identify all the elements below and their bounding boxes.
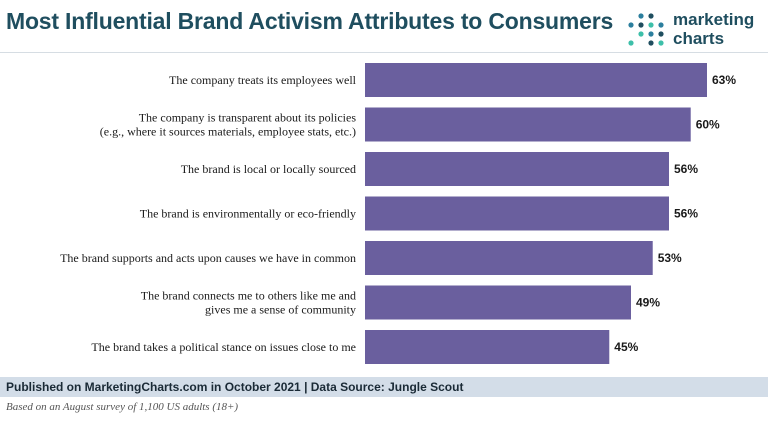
category-label: The company is transparent about its pol…	[139, 111, 357, 125]
logo-dot	[638, 13, 644, 19]
bar-chart: 63% The company treats its employees well…	[60, 63, 736, 364]
survey-note: Based on an August survey of 1,100 US ad…	[6, 401, 239, 413]
logo-dot	[658, 22, 664, 28]
logo-dot	[658, 31, 664, 37]
category-label: The brand connects me to others like me …	[141, 289, 356, 303]
bar	[365, 63, 707, 97]
value-label: 60%	[696, 118, 720, 132]
logo-dots-icon	[628, 13, 664, 46]
bar	[365, 107, 691, 142]
title-divider	[0, 52, 768, 53]
source-bar: Published on MarketingCharts.com in Octo…	[0, 377, 768, 397]
category-label: The company treats its employees well	[169, 73, 357, 87]
logo-dot	[648, 13, 654, 19]
bar	[365, 330, 610, 364]
logo-dot	[638, 22, 644, 28]
marketingcharts-logo: marketing charts	[626, 10, 762, 50]
logo-dot	[648, 40, 654, 46]
logo-dot	[658, 40, 664, 46]
bar	[365, 196, 669, 231]
category-label: The brand is local or locally sourced	[181, 162, 356, 176]
logo-dot	[628, 22, 634, 28]
source-text: Published on MarketingCharts.com in Octo…	[6, 380, 464, 394]
logo-wordmark: marketing charts	[673, 10, 754, 48]
logo-dot	[628, 40, 634, 46]
logo-line-2: charts	[673, 29, 725, 48]
logo-line-1: marketing	[673, 10, 755, 29]
value-label: 45%	[614, 340, 638, 354]
value-label: 56%	[674, 207, 698, 221]
category-label: The brand takes a political stance on is…	[91, 340, 356, 354]
category-label: gives me a sense of community	[205, 303, 356, 317]
category-label: The brand supports and acts upon causes …	[60, 251, 356, 265]
bar	[365, 241, 653, 275]
bar	[365, 152, 669, 186]
category-label: The brand is environmentally or eco-frie…	[140, 207, 356, 221]
value-label: 56%	[674, 162, 698, 176]
value-label: 63%	[712, 73, 736, 87]
logo-dot	[638, 31, 644, 37]
chart-title: Most Influential Brand Activism Attribut…	[6, 8, 614, 34]
value-label: 49%	[636, 296, 660, 310]
bar	[365, 285, 631, 320]
category-label: (e.g., where it sources materials, emplo…	[100, 125, 356, 139]
logo-dot	[648, 31, 654, 37]
logo-dot	[648, 22, 654, 28]
value-label: 53%	[658, 251, 682, 265]
